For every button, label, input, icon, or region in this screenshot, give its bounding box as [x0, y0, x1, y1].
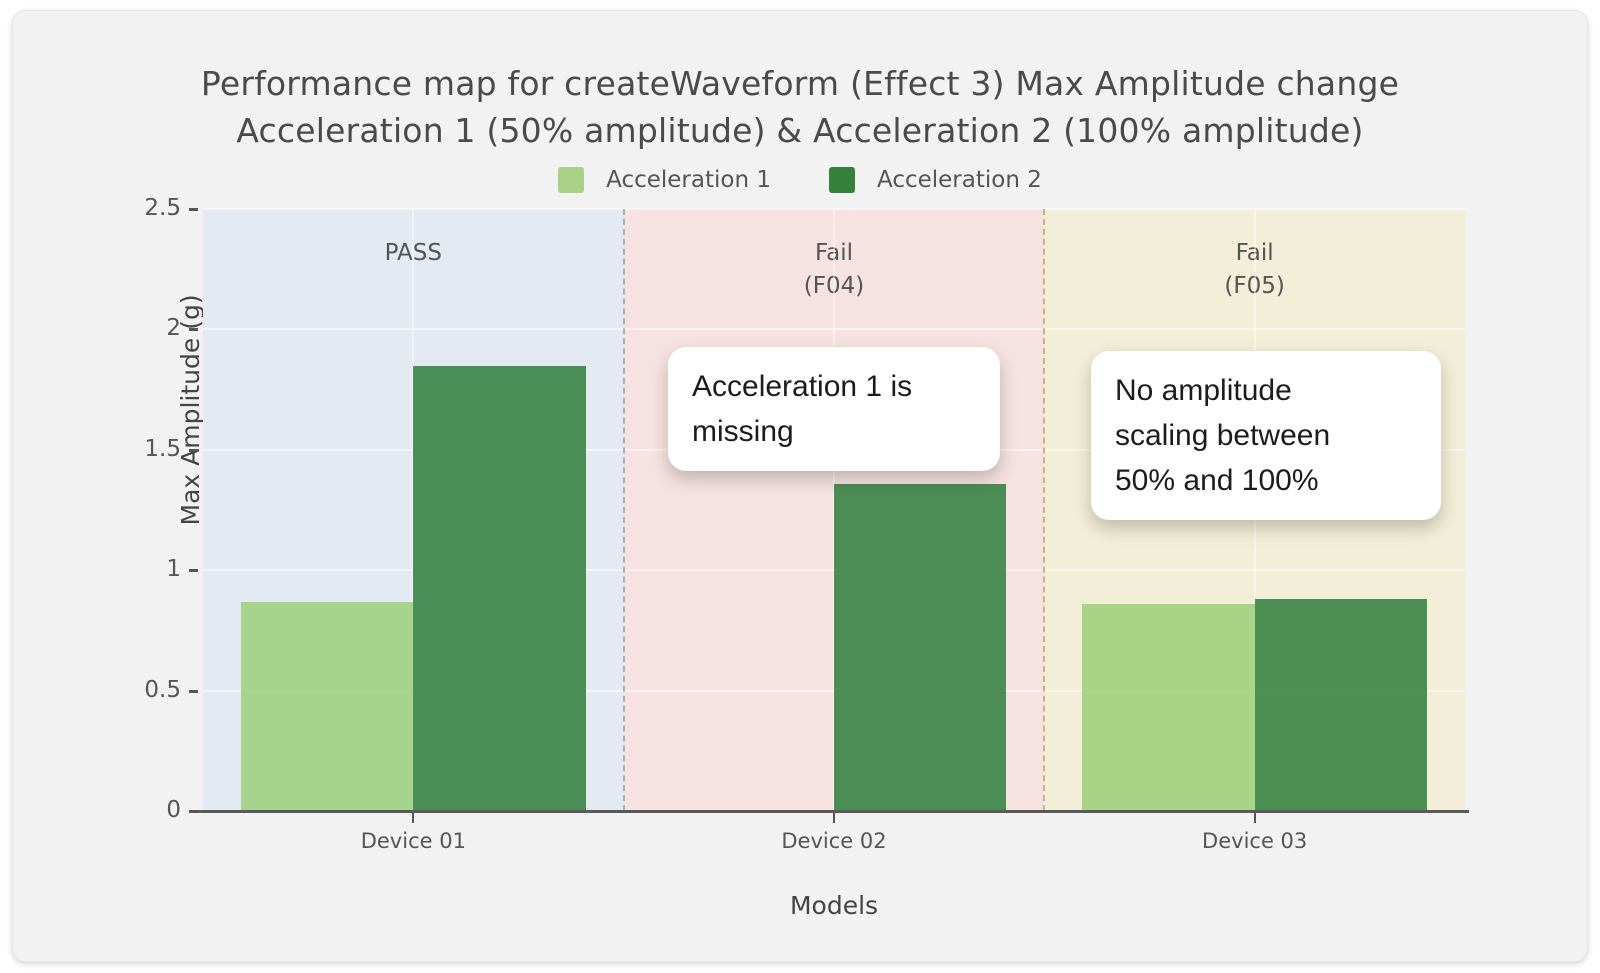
y-tick-label-2.5: 2.5 — [144, 195, 181, 221]
x-tick-label-device-01: Device 01 — [360, 829, 466, 853]
bar-acceleration-2-device-03[interactable] — [1254, 599, 1428, 811]
gridline-y-2.5 — [203, 208, 1465, 210]
bar-acceleration-1-device-01[interactable] — [240, 601, 414, 811]
chart-card: Performance map for createWaveform (Effe… — [12, 10, 1588, 962]
y-tick-2 — [189, 328, 198, 332]
legend-swatch-acceleration-1 — [558, 167, 585, 193]
zone-divider-after-device-02 — [1043, 209, 1046, 811]
y-tick-label-0.5: 0.5 — [144, 676, 181, 703]
y-tick-label-2: 2 — [166, 315, 181, 342]
zone-pass-label: PASS — [203, 237, 624, 270]
legend-label-acceleration-1: Acceleration 1 — [606, 167, 771, 193]
x-axis-line — [198, 810, 1469, 813]
x-tick-label-device-03: Device 03 — [1202, 829, 1308, 853]
y-tick-1 — [189, 569, 198, 573]
y-tick-2.5 — [189, 208, 198, 211]
legend-item-acceleration-2[interactable]: Acceleration 2 — [829, 167, 1042, 193]
y-tick-1.5 — [189, 448, 198, 452]
annotation-acceleration-missing: Acceleration 1 is missing — [668, 347, 1000, 471]
zone-fail-f05-label: Fail (F05) — [1044, 237, 1465, 304]
legend-label-acceleration-2: Acceleration 2 — [877, 167, 1042, 193]
annotation-no-scaling: No amplitude scaling between 50% and 100% — [1091, 351, 1441, 520]
x-tick-device-01 — [412, 813, 415, 823]
zone-pass-label-line: PASS — [384, 240, 442, 266]
y-tick-0.5 — [189, 689, 198, 693]
x-tick-label-device-02: Device 02 — [781, 829, 887, 853]
y-tick-label-1: 1 — [166, 556, 181, 583]
zone-fail-f04-label-line: (F04) — [803, 273, 865, 300]
chart-title-line1: Performance map for createWaveform (Effe… — [200, 64, 1400, 103]
bar-acceleration-2-device-01[interactable] — [413, 365, 586, 811]
legend: Acceleration 1 Acceleration 2 — [13, 167, 1587, 193]
zone-fail-f05-label-line: Fail — [1235, 240, 1274, 266]
annotation-acceleration-missing-line: Acceleration 1 is — [692, 370, 913, 403]
x-axis-title: Models — [789, 891, 879, 920]
annotation-acceleration-missing-line: missing — [692, 415, 794, 448]
x-tick-device-02 — [833, 813, 835, 823]
annotation-no-scaling-line: scaling between — [1115, 419, 1331, 452]
x-tick-device-03 — [1253, 813, 1256, 823]
bar-acceleration-1-device-03[interactable] — [1082, 603, 1255, 811]
gridline-y-2 — [203, 328, 1465, 331]
zone-fail-f04-label: Fail (F04) — [624, 237, 1045, 304]
zone-fail-f05-label-line: (F05) — [1224, 273, 1285, 300]
y-tick-label-0: 0 — [166, 797, 181, 823]
y-tick-0 — [189, 810, 198, 813]
legend-swatch-acceleration-2 — [829, 167, 855, 193]
y-tick-label-1.5: 1.5 — [144, 435, 181, 462]
legend-item-acceleration-1[interactable]: Acceleration 1 — [558, 167, 771, 193]
bar-acceleration-2-device-02[interactable] — [834, 483, 1007, 811]
annotation-no-scaling-line: No amplitude — [1115, 374, 1292, 407]
zone-divider-after-device-01 — [622, 209, 625, 811]
zone-fail-f04-label-line: Fail — [814, 240, 853, 266]
chart-title-line2: Acceleration 1 (50% amplitude) & Acceler… — [236, 110, 1364, 150]
annotation-no-scaling-line: 50% and 100% — [1115, 464, 1319, 497]
chart-title: Performance map for createWaveform (Effe… — [13, 61, 1587, 155]
